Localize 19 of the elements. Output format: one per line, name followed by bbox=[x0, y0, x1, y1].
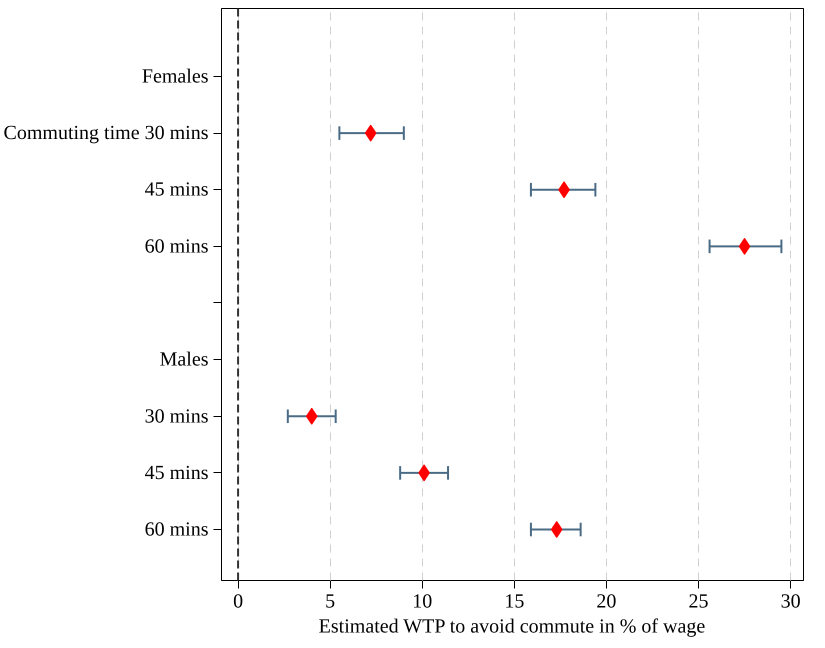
y-tick-label: 30 mins bbox=[144, 405, 209, 428]
y-tick-label: 60 mins bbox=[144, 235, 209, 258]
y-tick-label: 45 mins bbox=[144, 178, 209, 201]
x-tick-label: 0 bbox=[233, 590, 244, 612]
y-tick-label: 45 mins bbox=[144, 462, 209, 484]
y-tick-label: Commuting time 30 mins bbox=[3, 122, 209, 144]
point bbox=[306, 408, 318, 425]
y-tick-label: Females bbox=[142, 65, 209, 88]
x-tick-label: 30 bbox=[780, 590, 801, 612]
x-tick-label: 20 bbox=[596, 590, 616, 612]
x-axis-title: Estimated WTP to avoid commute in % of wage bbox=[318, 616, 706, 638]
x-tick-label: 15 bbox=[504, 590, 524, 612]
y-tick-label: 60 mins bbox=[144, 518, 209, 541]
point bbox=[550, 521, 563, 538]
x-tick-label: 10 bbox=[412, 590, 432, 612]
x-tick-label: 25 bbox=[688, 590, 709, 612]
x-tick-label: 5 bbox=[325, 590, 336, 612]
point bbox=[364, 124, 377, 142]
y-tick-label: Males bbox=[160, 348, 209, 371]
